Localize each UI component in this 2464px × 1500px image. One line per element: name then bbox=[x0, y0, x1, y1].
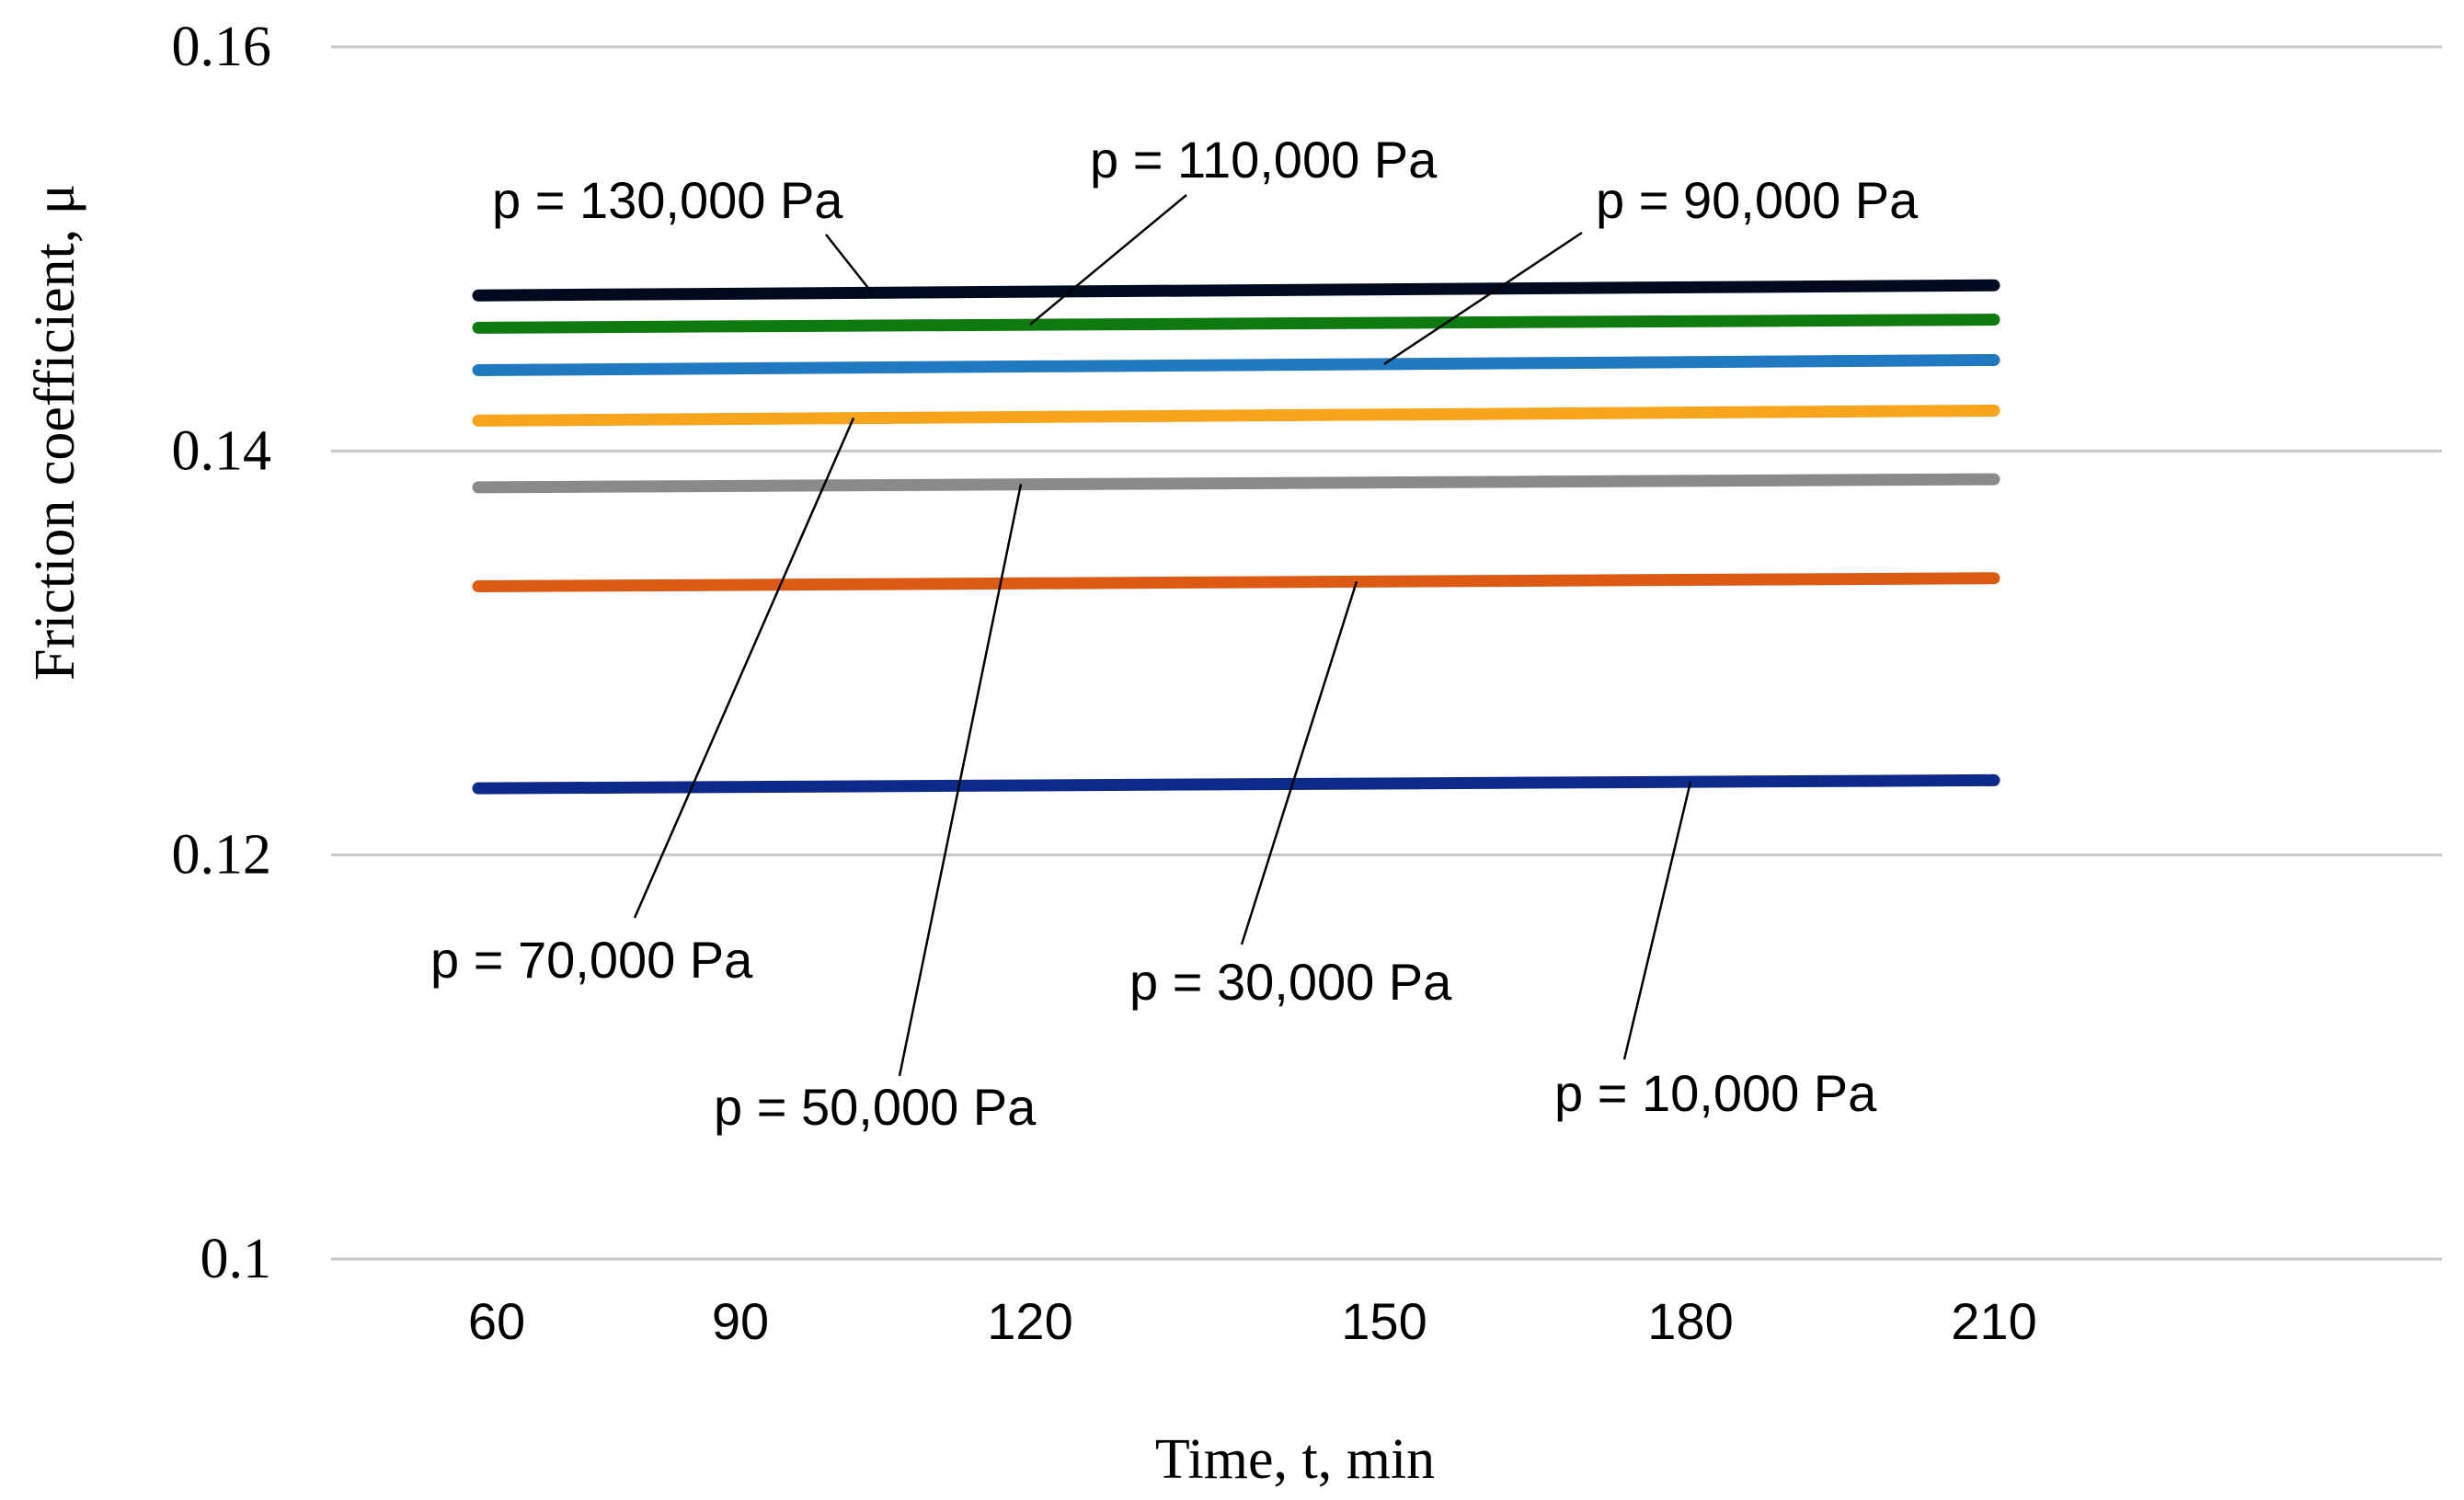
y-tick-label: 0.14 bbox=[172, 419, 272, 482]
series-label: p = 70,000 Pa bbox=[430, 931, 753, 989]
series-line bbox=[472, 773, 2000, 795]
series-label: p = 130,000 Pa bbox=[492, 171, 843, 229]
series-label: p = 110,000 Pa bbox=[1090, 131, 1438, 189]
series-line bbox=[472, 572, 2000, 593]
gridlines bbox=[331, 45, 2442, 1261]
series-lines bbox=[472, 279, 2000, 795]
y-tick-label: 0.1 bbox=[201, 1228, 272, 1290]
y-axis-ticks: 0.1 0.12 0.14 0.16 bbox=[172, 16, 272, 1290]
y-tick-label: 0.12 bbox=[172, 824, 272, 887]
series-line bbox=[472, 404, 2000, 427]
series-label: p = 50,000 Pa bbox=[714, 1078, 1037, 1136]
label-leader-line bbox=[1029, 194, 1187, 326]
series-line bbox=[472, 314, 2000, 334]
series-line bbox=[472, 279, 2000, 302]
label-leader-line bbox=[633, 417, 855, 919]
x-tick-label: 150 bbox=[1341, 1292, 1427, 1350]
y-tick-label: 0.16 bbox=[172, 16, 272, 78]
series-label: p = 10,000 Pa bbox=[1554, 1064, 1877, 1122]
label-leader-line bbox=[898, 484, 1023, 1077]
series-label: p = 90,000 Pa bbox=[1596, 171, 1919, 229]
x-tick-label: 120 bbox=[987, 1292, 1072, 1350]
series-line bbox=[472, 353, 2000, 376]
label-leader-line bbox=[1383, 231, 1583, 365]
y-axis-title: Friction coefficient, μ bbox=[24, 184, 86, 681]
x-tick-label: 60 bbox=[468, 1292, 525, 1350]
x-tick-label: 210 bbox=[1951, 1292, 2036, 1350]
label-leader-line bbox=[1622, 781, 1692, 1060]
label-leader-line bbox=[825, 234, 873, 294]
series-line bbox=[472, 473, 2000, 494]
series-label: p = 30,000 Pa bbox=[1129, 953, 1452, 1011]
x-axis-title: Time, t, min bbox=[1155, 1428, 1435, 1491]
x-tick-label: 90 bbox=[712, 1292, 769, 1350]
x-tick-label: 180 bbox=[1647, 1292, 1733, 1350]
series-labels: p = 130,000 Pa p = 110,000 Pa p = 90,000 P… bbox=[430, 131, 1919, 1136]
label-leader-line bbox=[1240, 580, 1358, 945]
x-axis-ticks: 60 90 120 150 180 210 bbox=[468, 1292, 2037, 1350]
